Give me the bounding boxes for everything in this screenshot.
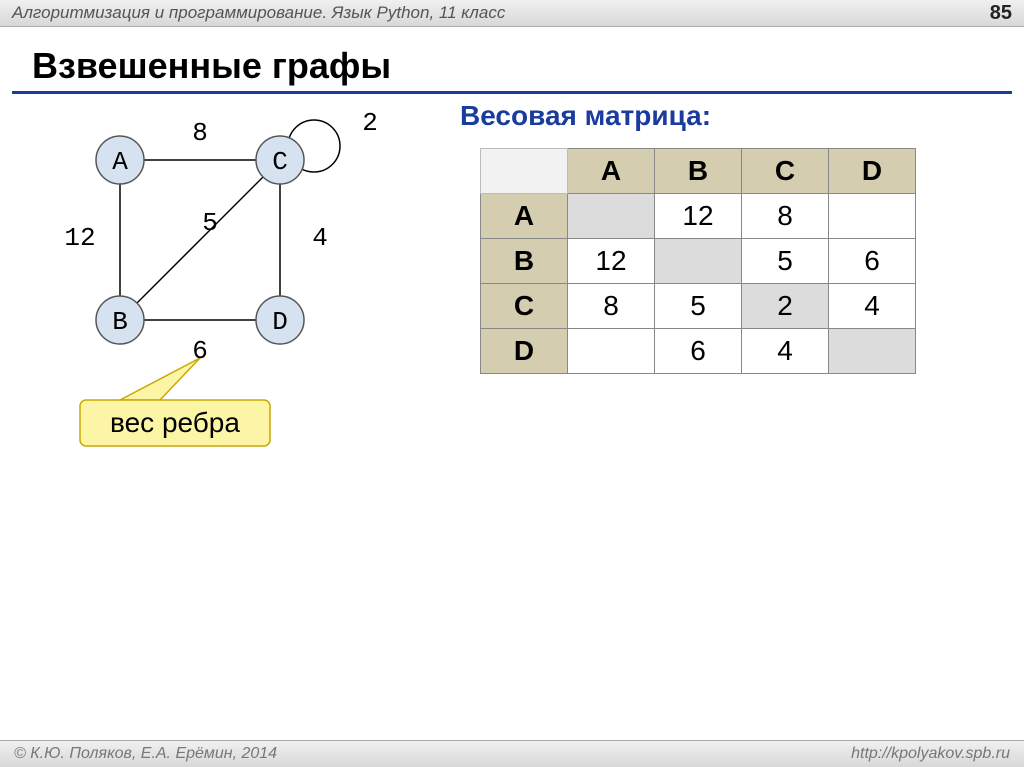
edge-weight: 12 [64,223,95,253]
matrix-cell: 8 [742,194,829,239]
edge-weight: 5 [202,208,218,238]
weight-matrix-table: ABCDA128B1256C8524D64 [480,148,916,374]
edge-weight: 8 [192,118,208,148]
matrix-col-B: B [655,149,742,194]
footer-url: http://kpolyakov.spb.ru [851,745,1010,763]
matrix-cell: 6 [655,329,742,374]
matrix-cell: 4 [742,329,829,374]
matrix-cell [568,329,655,374]
slide-footer: © К.Ю. Поляков, Е.А. Ерёмин, 2014 http:/… [0,740,1024,767]
matrix-cell: 5 [742,239,829,284]
matrix-corner [481,149,568,194]
graph-node-A: A [112,147,128,177]
matrix-row-B: B [481,239,568,284]
matrix-row-A: A [481,194,568,239]
matrix-cell [829,194,916,239]
matrix-cell [655,239,742,284]
copyright-label: © К.Ю. Поляков, Е.А. Ерёмин, 2014 [14,745,277,763]
graph-node-C: C [272,147,288,177]
page-number: 85 [990,2,1012,25]
matrix-cell: 12 [568,239,655,284]
matrix-col-C: C [742,149,829,194]
callout-label: вес ребра [110,407,240,438]
matrix-cell: 12 [655,194,742,239]
matrix-panel: Весовая матрица: ABCDA128B1256C8524D64 [440,100,1024,480]
matrix-cell: 5 [655,284,742,329]
course-label: Алгоритмизация и программирование. Язык … [12,3,505,23]
matrix-cell: 4 [829,284,916,329]
graph-node-D: D [272,307,288,337]
matrix-row-C: C [481,284,568,329]
edge-weight: 6 [192,336,208,366]
matrix-cell: 8 [568,284,655,329]
edge-weight: 4 [312,223,328,253]
graph-node-B: B [112,307,128,337]
slide-title: Взвешенные графы [0,27,1024,91]
matrix-col-A: A [568,149,655,194]
matrix-cell: 2 [742,284,829,329]
matrix-row-D: D [481,329,568,374]
graph-panel: вес ребра A B C D 8 12 5 4 6 2 [0,100,440,480]
edge-weight: 2 [362,108,378,138]
matrix-cell: 6 [829,239,916,284]
matrix-col-D: D [829,149,916,194]
matrix-title: Весовая матрица: [440,100,994,142]
slide-header: Алгоритмизация и программирование. Язык … [0,0,1024,27]
matrix-cell [829,329,916,374]
matrix-cell [568,194,655,239]
weighted-graph: вес ребра A B C D 8 12 5 4 6 2 [0,100,440,480]
